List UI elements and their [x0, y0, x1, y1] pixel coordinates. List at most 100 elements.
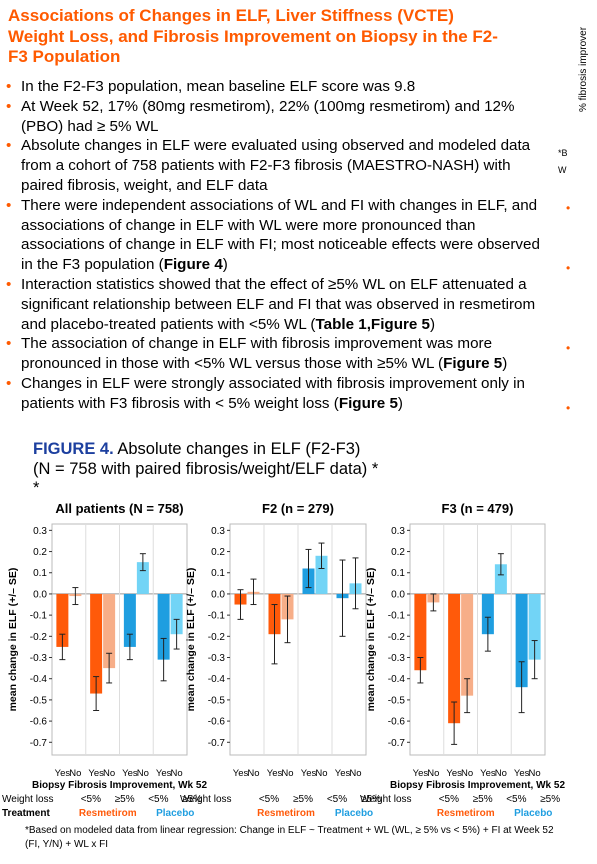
weight-loss-group: ≥5%: [473, 794, 493, 805]
y-tick-label: 0.3: [211, 526, 225, 537]
error-bar: [518, 661, 525, 714]
y-tick-label: -0.4: [30, 674, 48, 685]
x-axis-label: Biopsy Fibrosis Improvement, Wk 52: [390, 780, 565, 791]
x-tick-label: No: [495, 768, 507, 779]
bar: [315, 555, 328, 594]
figure-caption: FIGURE 4. Absolute changes in ELF (F2-F3…: [33, 440, 378, 499]
weight-loss-group: <5%: [327, 794, 347, 805]
bar: [494, 564, 507, 594]
bar: [103, 593, 116, 669]
weight-loss-group: <5%: [506, 794, 526, 805]
treatment-group: Resmetirom: [437, 808, 495, 819]
x-tick-label: Yes: [156, 768, 172, 779]
bar: [461, 593, 474, 696]
bar: [123, 593, 136, 647]
error-bar: [339, 559, 346, 637]
x-tick-label: No: [103, 768, 115, 779]
error-bar: [237, 589, 244, 620]
error-bar: [464, 678, 471, 714]
x-tick-label: Yes: [122, 768, 138, 779]
bar: [170, 593, 183, 635]
x-tick-label: Yes: [480, 768, 496, 779]
weight-loss-group: ≥5%: [361, 794, 381, 805]
poster-title: Associations of Changes in ELF, Liver St…: [8, 6, 498, 68]
caption-line: FIGURE 4. Absolute changes in ELF (F2-F3…: [33, 440, 378, 460]
bullet-text: ): [430, 315, 436, 333]
y-tick-label: 0.0: [33, 589, 47, 600]
y-axis-label: mean change in ELF (+/– SE): [185, 568, 197, 712]
bullet-text: Absolute changes in ELF were evaluated u…: [21, 137, 531, 194]
bar: [448, 593, 461, 724]
error-bar: [531, 640, 538, 680]
panel-title: All patients (N = 758): [55, 501, 183, 516]
bullet-text: ): [222, 256, 228, 274]
x-tick-label: Yes: [233, 768, 249, 779]
y-tick-label: 0.0: [211, 589, 225, 600]
x-tick-label: No: [69, 768, 81, 779]
bullet: There were independent associations of W…: [6, 196, 554, 275]
error-bar: [173, 618, 180, 650]
caption-text: Absolute changes in ELF (F2-F3): [117, 440, 361, 458]
bullet: At Week 52, 17% (80mg resmetirom), 22% (…: [6, 97, 554, 137]
x-tick-label: Yes: [55, 768, 71, 779]
bar: [136, 562, 149, 594]
footnote: *Based on modeled data from linear regre…: [25, 825, 554, 850]
x-tick-label: No: [427, 768, 439, 779]
treatment-group: Placebo: [156, 808, 194, 819]
x-tick-label: Yes: [88, 768, 104, 779]
svg-text:•: •: [566, 201, 570, 215]
weight-loss-label: Weight loss: [180, 794, 232, 805]
y-axis-label: mean change in ELF (+/– SE): [365, 568, 377, 712]
bullet-text: At Week 52, 17% (80mg resmetirom), 22% (…: [21, 97, 515, 135]
bullet-text: Interaction statistics showed that the e…: [21, 275, 536, 333]
y-tick-label: -0.6: [30, 717, 48, 728]
x-tick-label: Yes: [446, 768, 462, 779]
x-tick-label: Yes: [267, 768, 283, 779]
y-tick-label: -0.6: [208, 717, 226, 728]
y-tick-label: -0.5: [30, 695, 48, 706]
bullet-text: Figure 4: [163, 256, 223, 274]
clipped-note: *B: [558, 148, 568, 158]
bullet-text: The association of change in ELF with fi…: [21, 335, 493, 373]
y-tick-label: 0.2: [211, 547, 225, 558]
x-tick-label: No: [247, 768, 259, 779]
x-tick-label: Yes: [514, 768, 530, 779]
clipped-note: W: [558, 165, 567, 175]
y-tick-label: 0.3: [33, 526, 47, 537]
bar: [157, 593, 170, 660]
bullet-text: Changes in ELF were strongly associated …: [21, 374, 525, 412]
treatment-group: Placebo: [514, 808, 552, 819]
title-line: Weight Loss, and Fibrosis Improvement on…: [8, 26, 498, 46]
y-tick-label: -0.1: [388, 611, 406, 622]
bullet-text: There were independent associations of W…: [21, 196, 540, 274]
weight-loss-group: ≥5%: [115, 794, 135, 805]
error-bar: [106, 652, 113, 684]
y-tick-label: 0.1: [391, 568, 405, 579]
y-tick-label: 0.0: [391, 589, 405, 600]
y-tick-label: -0.5: [208, 695, 226, 706]
bullet-list: In the F2-F3 population, mean baseline E…: [6, 77, 554, 414]
weight-loss-group: <5%: [439, 794, 459, 805]
bullet-text: ): [397, 394, 403, 412]
x-tick-label: Yes: [335, 768, 351, 779]
bullet-text: ): [502, 355, 508, 373]
error-bar: [284, 595, 291, 644]
bullet-text: In the F2-F3 population, mean baseline E…: [21, 78, 416, 95]
bar: [56, 593, 69, 647]
svg-text:•: •: [566, 401, 570, 415]
error-bar: [126, 633, 133, 661]
y-axis-label: mean change in ELF (+/– SE): [7, 568, 19, 712]
y-tick-label: -0.4: [388, 674, 406, 685]
bullet: Absolute changes in ELF were evaluated u…: [6, 136, 554, 195]
error-bar: [139, 553, 146, 572]
error-bar: [484, 616, 491, 652]
svg-text:•: •: [566, 341, 570, 355]
treatment-group: Placebo: [335, 808, 373, 819]
error-bar: [451, 701, 458, 745]
clipped-axis-label: % fibrosis improver: [578, 26, 589, 112]
bullet-text: Figure 5: [443, 355, 503, 373]
error-bar: [93, 676, 100, 711]
y-tick-label: -0.3: [208, 653, 226, 664]
y-tick-label: 0.1: [33, 568, 47, 579]
